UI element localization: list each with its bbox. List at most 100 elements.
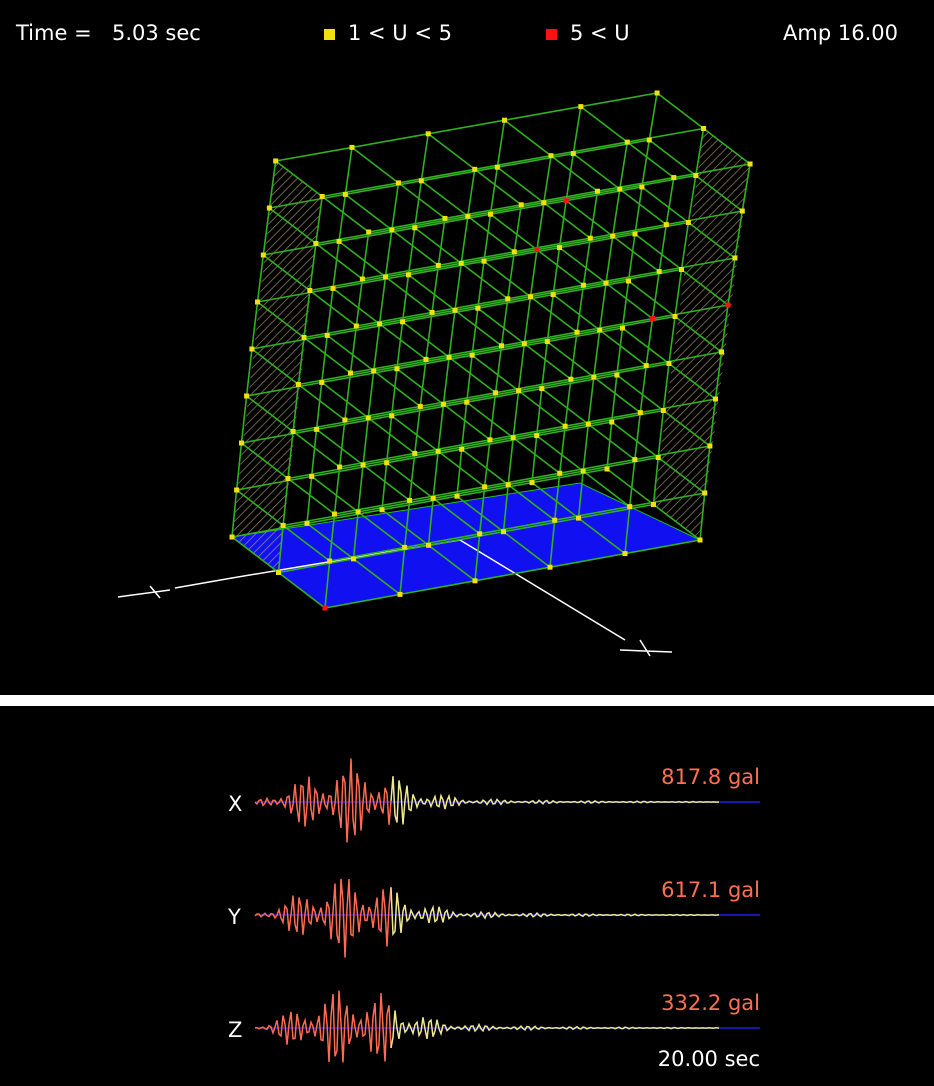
node — [686, 220, 691, 225]
node — [261, 253, 266, 258]
node — [655, 91, 660, 96]
node — [698, 538, 703, 543]
node — [551, 292, 556, 297]
node — [571, 151, 576, 156]
node — [564, 198, 569, 203]
node — [625, 140, 630, 145]
node — [482, 259, 487, 264]
node — [402, 545, 407, 550]
node — [563, 424, 568, 429]
node — [568, 377, 573, 382]
node — [528, 294, 533, 299]
node — [530, 480, 535, 485]
node — [396, 180, 401, 185]
node — [234, 488, 239, 493]
node — [541, 200, 546, 205]
node — [707, 444, 712, 449]
legend-label: 1 < U < 5 — [348, 21, 452, 45]
legend-label: 5 < U — [570, 21, 630, 45]
page: Time = 5.03 sec 1 < U < 5 5 < U Amp 16.0… — [0, 0, 934, 1086]
node — [651, 502, 656, 507]
node — [436, 263, 441, 268]
node — [505, 296, 510, 301]
node — [371, 368, 376, 373]
node — [576, 516, 581, 521]
node — [400, 319, 405, 324]
node — [610, 234, 615, 239]
node — [424, 357, 429, 362]
node — [453, 308, 458, 313]
peak-value: 617.1 gal — [661, 878, 760, 902]
node — [748, 162, 753, 167]
node — [575, 330, 580, 335]
node — [639, 185, 644, 190]
node — [519, 202, 524, 207]
node — [673, 314, 678, 319]
node — [412, 451, 417, 456]
node — [313, 241, 318, 246]
node — [406, 272, 411, 277]
node — [332, 512, 337, 517]
node — [534, 433, 539, 438]
amplification: Amp 16.00 — [783, 21, 898, 45]
node — [431, 496, 436, 501]
node — [473, 578, 478, 583]
model-panel — [0, 0, 934, 695]
node — [380, 507, 385, 512]
node — [436, 449, 441, 454]
node — [239, 441, 244, 446]
node — [447, 355, 452, 360]
legend-swatch — [324, 29, 335, 40]
node — [499, 343, 504, 348]
node — [337, 239, 342, 244]
node — [512, 249, 517, 254]
node — [337, 465, 342, 470]
node — [281, 523, 286, 528]
node — [578, 104, 583, 109]
node — [419, 178, 424, 183]
time-value: 5.03 sec — [112, 21, 201, 45]
node — [581, 283, 586, 288]
node — [633, 232, 638, 237]
node — [657, 269, 662, 274]
node — [307, 288, 312, 293]
peak-value: 332.2 gal — [661, 991, 760, 1015]
node — [244, 394, 249, 399]
node — [605, 467, 610, 472]
node — [426, 543, 431, 548]
node — [647, 138, 652, 143]
duration: 20.00 sec — [658, 1047, 760, 1071]
node — [666, 361, 671, 366]
node — [597, 328, 602, 333]
node — [719, 350, 724, 355]
node — [442, 216, 447, 221]
node — [230, 535, 235, 540]
node — [384, 460, 389, 465]
node — [459, 261, 464, 266]
node — [331, 286, 336, 291]
node — [617, 187, 622, 192]
node — [477, 531, 482, 536]
node — [557, 471, 562, 476]
node — [488, 212, 493, 217]
node — [360, 277, 365, 282]
node — [522, 341, 527, 346]
node — [320, 194, 325, 199]
node — [604, 281, 609, 286]
node — [394, 366, 399, 371]
axis-label: Z — [228, 1018, 242, 1042]
node — [671, 175, 676, 180]
node — [679, 267, 684, 272]
node — [418, 404, 423, 409]
node — [342, 418, 347, 423]
node — [356, 509, 361, 514]
node — [285, 476, 290, 481]
axis-label: X — [228, 792, 242, 816]
node — [638, 410, 643, 415]
node — [309, 474, 314, 479]
node — [713, 397, 718, 402]
node — [249, 347, 254, 352]
node — [276, 570, 281, 575]
legend-swatch — [546, 29, 557, 40]
node — [407, 498, 412, 503]
